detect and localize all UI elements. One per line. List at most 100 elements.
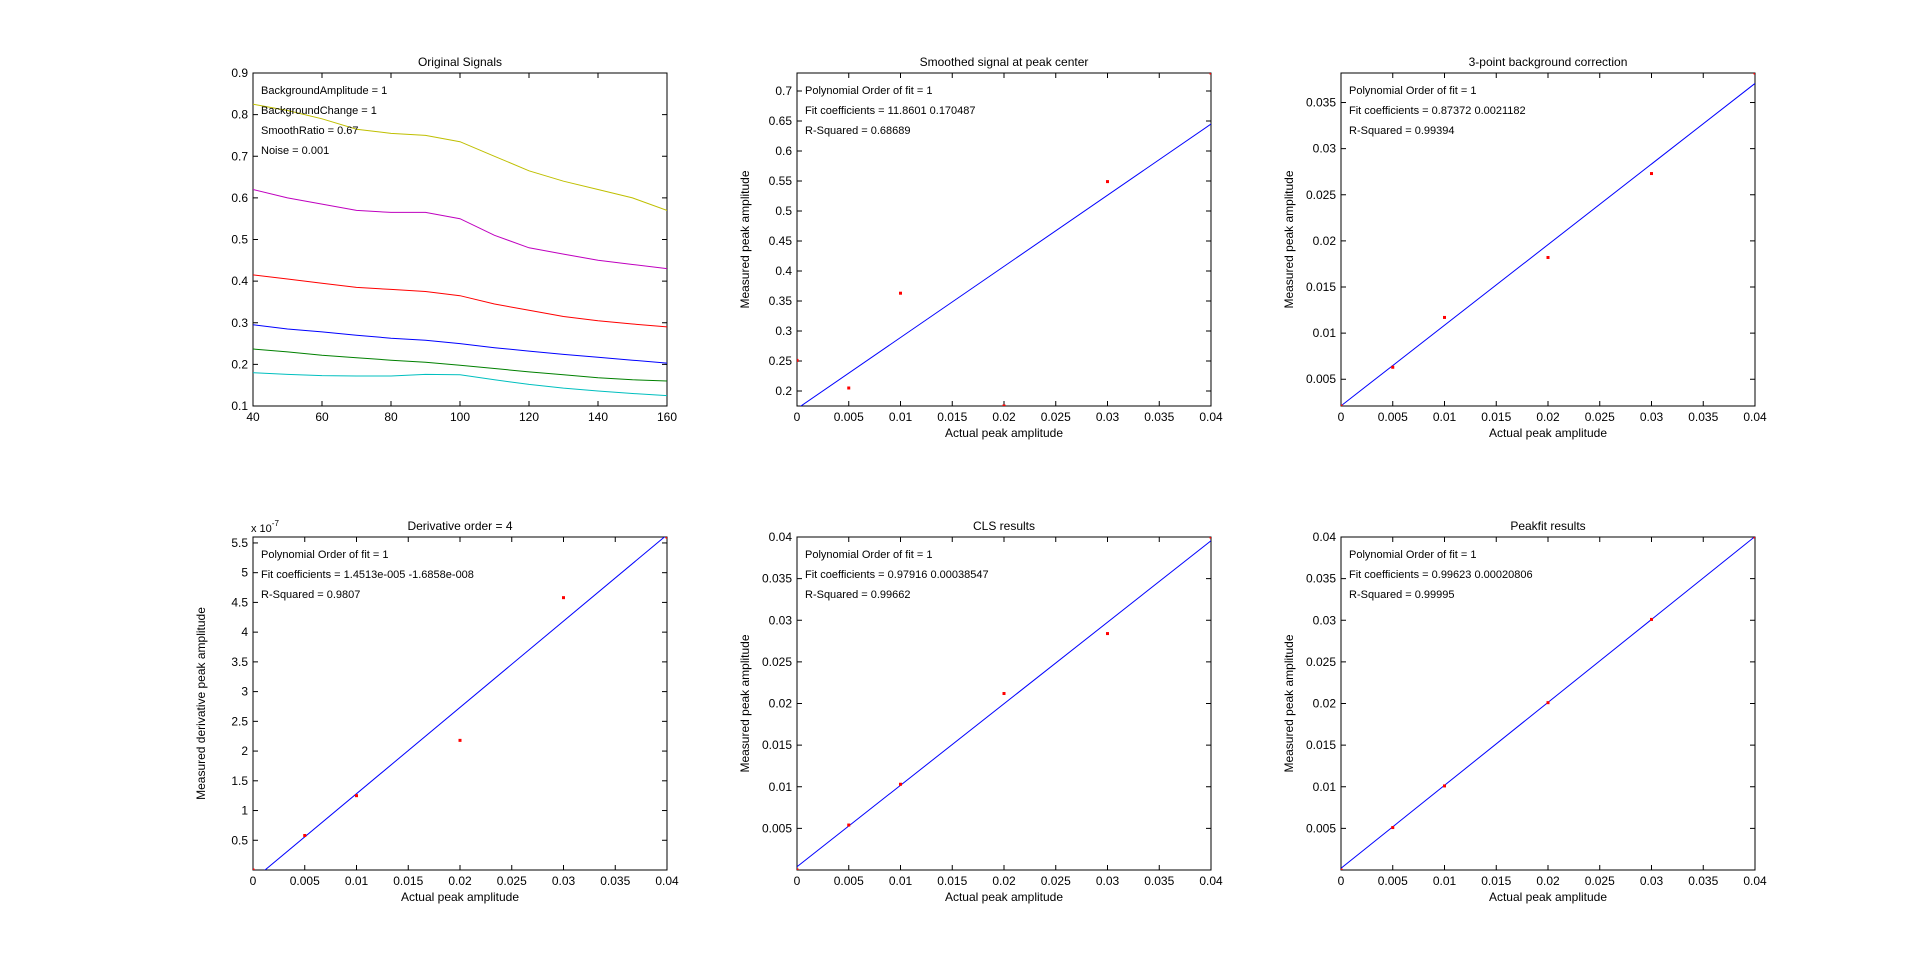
series-line-5	[253, 348, 667, 382]
data-point	[1650, 172, 1653, 176]
y-axis-label: Measured derivative peak amplitude	[194, 607, 208, 800]
x-tick-label: 0.02	[1536, 874, 1560, 888]
data-layer	[797, 537, 1211, 870]
y-tick-label: 0.1	[231, 399, 248, 413]
x-tick-label: 0.02	[1536, 410, 1560, 424]
x-axis-label: Actual peak amplitude	[1489, 890, 1607, 904]
plot-area	[796, 72, 1212, 407]
series-line-2	[253, 189, 667, 270]
data-point	[899, 782, 902, 786]
data-point	[562, 596, 565, 600]
annotation: SmoothRatio = 0.67	[261, 125, 359, 137]
x-tick-label: 0.01	[1433, 410, 1457, 424]
data-point	[1546, 255, 1550, 259]
x-tick-label: 0.025	[1585, 410, 1615, 424]
x-axis-label: Actual peak amplitude	[1489, 426, 1607, 440]
annotation: Fit coefficients = 0.97916 0.00038547	[805, 569, 989, 581]
chart-title: 3-point background correction	[1469, 55, 1628, 69]
y-tick-label: 0.02	[769, 697, 793, 711]
data-point	[1341, 868, 1343, 870]
y-tick-label: 0.5	[775, 204, 792, 218]
x-tick-label: 0.025	[1041, 410, 1071, 424]
x-tick-label: 0.03	[552, 874, 576, 888]
x-tick-label: 0.035	[1688, 410, 1718, 424]
y-exponent-sup: -7	[272, 519, 280, 528]
annotation: Polynomial Order of fit = 1	[1349, 549, 1476, 561]
chart-title: CLS results	[973, 519, 1035, 533]
data-layer	[253, 537, 667, 870]
chart-title: Peakfit results	[1510, 519, 1585, 533]
chart-panel-6: 0 0.005 0.01 0.015 0.02 0.025 0.03 0.035 0.04 0.0…	[1282, 519, 1767, 904]
fit-line	[264, 537, 666, 870]
y-tick-label: 4.5	[231, 595, 248, 609]
x-tick-label: 0.015	[937, 410, 967, 424]
y-tick-label: 0.035	[1306, 572, 1336, 586]
y-tick-label: 0.015	[1306, 738, 1336, 752]
y-tick-label: 0.4	[775, 264, 792, 278]
y-exponent-label: x 10-7	[251, 519, 279, 535]
y-tick-label: 0.6	[231, 191, 248, 205]
x-tick-label: 0.04	[1199, 874, 1223, 888]
y-tick-label: 0.005	[1306, 821, 1336, 835]
y-tick-label: 1.5	[231, 774, 248, 788]
x-tick-label: 0.03	[1640, 874, 1664, 888]
y-tick-label: 0.035	[1306, 96, 1336, 110]
series-line-6	[253, 372, 667, 397]
chart-panel-3: 0 0.005 0.01 0.015 0.02 0.025 0.03 0.035 0.04 0.0…	[1282, 55, 1767, 440]
series-line-1	[253, 103, 667, 211]
y-tick-label: 0.35	[769, 294, 793, 308]
x-axis-label: Actual peak amplitude	[945, 426, 1063, 440]
data-point	[1650, 617, 1653, 621]
x-axis-label: Actual peak amplitude	[401, 890, 519, 904]
x-tick-label: 0.015	[1481, 410, 1511, 424]
data-point	[1391, 365, 1395, 369]
data-point	[1002, 404, 1006, 406]
y-tick-label: 1	[241, 804, 248, 818]
y-tick-label: 2.5	[231, 714, 248, 728]
x-tick-label: 0.01	[889, 874, 913, 888]
data-layer	[1341, 537, 1755, 870]
x-tick-label: 0.035	[1688, 874, 1718, 888]
y-tick-label: 0.025	[1306, 655, 1336, 669]
y-tick-label: 5	[241, 566, 248, 580]
annotation: Noise = 0.001	[261, 145, 329, 157]
x-tick-label: 80	[384, 410, 398, 424]
data-layer	[797, 73, 1211, 406]
y-tick-label: 0.55	[769, 174, 793, 188]
x-tick-label: 0	[1338, 410, 1345, 424]
x-tick-label: 0.02	[448, 874, 472, 888]
annotation: Polynomial Order of fit = 1	[261, 549, 388, 561]
series-line-4	[253, 324, 667, 364]
y-tick-label: 0.02	[1313, 234, 1337, 248]
x-tick-label: 0.025	[1041, 874, 1071, 888]
data-point	[899, 291, 902, 295]
chart-panel-5: 0 0.005 0.01 0.015 0.02 0.025 0.03 0.035 0.04 0.0…	[738, 519, 1223, 904]
data-point	[1209, 537, 1211, 539]
y-tick-label: 0.04	[1313, 530, 1337, 544]
y-axis-label: Measured peak amplitude	[1282, 170, 1296, 308]
annotation: BackgroundChange = 1	[261, 105, 377, 117]
y-tick-label: 3	[241, 685, 248, 699]
y-tick-label: 0.03	[1313, 613, 1337, 627]
y-tick-label: 0.3	[231, 316, 248, 330]
fit-line	[797, 540, 1211, 868]
y-tick-label: 0.5	[231, 233, 248, 247]
data-point	[847, 386, 851, 390]
y-axis-label: Measured peak amplitude	[738, 170, 752, 308]
y-tick-label: 0.01	[769, 780, 793, 794]
y-tick-label: 0.015	[762, 738, 792, 752]
chart-panel-4: 0 0.005 0.01 0.015 0.02 0.025 0.03 0.035 0.04 0.5…	[194, 519, 679, 904]
y-tick-label: 0.02	[1313, 697, 1337, 711]
y-tick-label: 0.01	[1313, 326, 1337, 340]
data-point	[797, 358, 799, 362]
x-axis-label: Actual peak amplitude	[945, 890, 1063, 904]
y-tick-label: 0.2	[775, 384, 792, 398]
y-tick-label: 0.9	[231, 66, 248, 80]
x-tick-label: 160	[657, 410, 677, 424]
y-tick-label: 0.01	[1313, 780, 1337, 794]
annotation: Polynomial Order of fit = 1	[805, 85, 932, 97]
x-tick-label: 0.01	[1433, 874, 1457, 888]
x-tick-label: 0.005	[290, 874, 320, 888]
y-tick-label: 0.7	[231, 149, 248, 163]
